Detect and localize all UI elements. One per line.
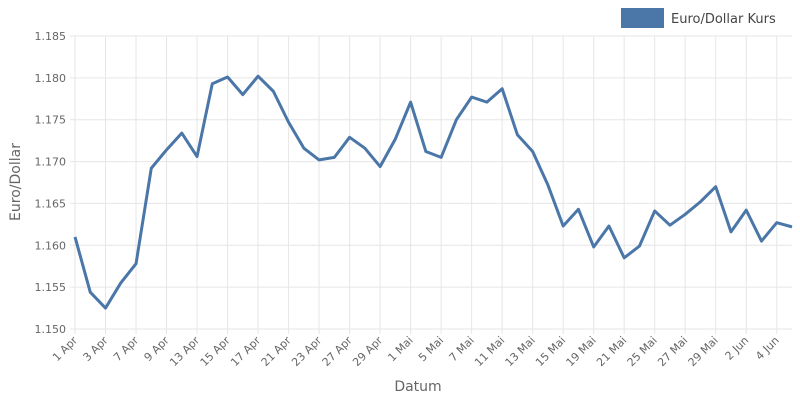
x-tick-label: 11 Mai [472,334,507,369]
y-tick-label: 1.155 [35,281,67,294]
line-series [73,74,793,310]
x-tick-label: 21 Apr [259,334,294,369]
x-axis-title: Datum [394,379,441,395]
y-tick-label: 1.150 [35,323,67,336]
y-axis-title: Euro/Dollar [8,143,24,221]
x-tick-label: 17 Apr [228,334,263,369]
x-tick-label: 1 Mai [385,334,415,364]
x-tick-label: 2 Jun [723,334,752,363]
y-tick-label: 1.170 [35,156,67,169]
x-tick-label: 4 Jun [753,334,782,363]
x-tick-label: 7 Apr [111,334,141,364]
legend-swatch [621,8,664,28]
x-tick-label: 25 Mai [625,334,660,369]
x-tick-label: 15 Mai [533,334,568,369]
x-tick-label: 21 Mai [594,334,629,369]
x-tick-label: 3 Apr [81,334,111,364]
x-tick-label: 13 Mai [503,334,538,369]
x-tick-label: 15 Apr [198,334,233,369]
x-tick-label: 29 Apr [350,334,385,369]
x-tick-label: 1 Apr [50,334,80,364]
legend-label: Euro/Dollar Kurs [671,12,776,27]
y-tick-label: 1.160 [35,239,67,252]
x-tick-label: 5 Mai [416,334,446,364]
x-tick-label: 27 Mai [655,334,690,369]
y-tick-label: 1.185 [35,30,67,43]
y-tick-label: 1.165 [35,197,67,210]
x-tick-label: 13 Apr [167,334,202,369]
y-tick-label: 1.180 [35,72,67,85]
x-tick-label: 19 Mai [564,334,599,369]
y-tick-label: 1.175 [35,114,67,127]
x-tick-label: 27 Apr [320,334,355,369]
x-tick-label: 29 Mai [686,334,721,369]
x-tick-label: 23 Apr [289,334,324,369]
